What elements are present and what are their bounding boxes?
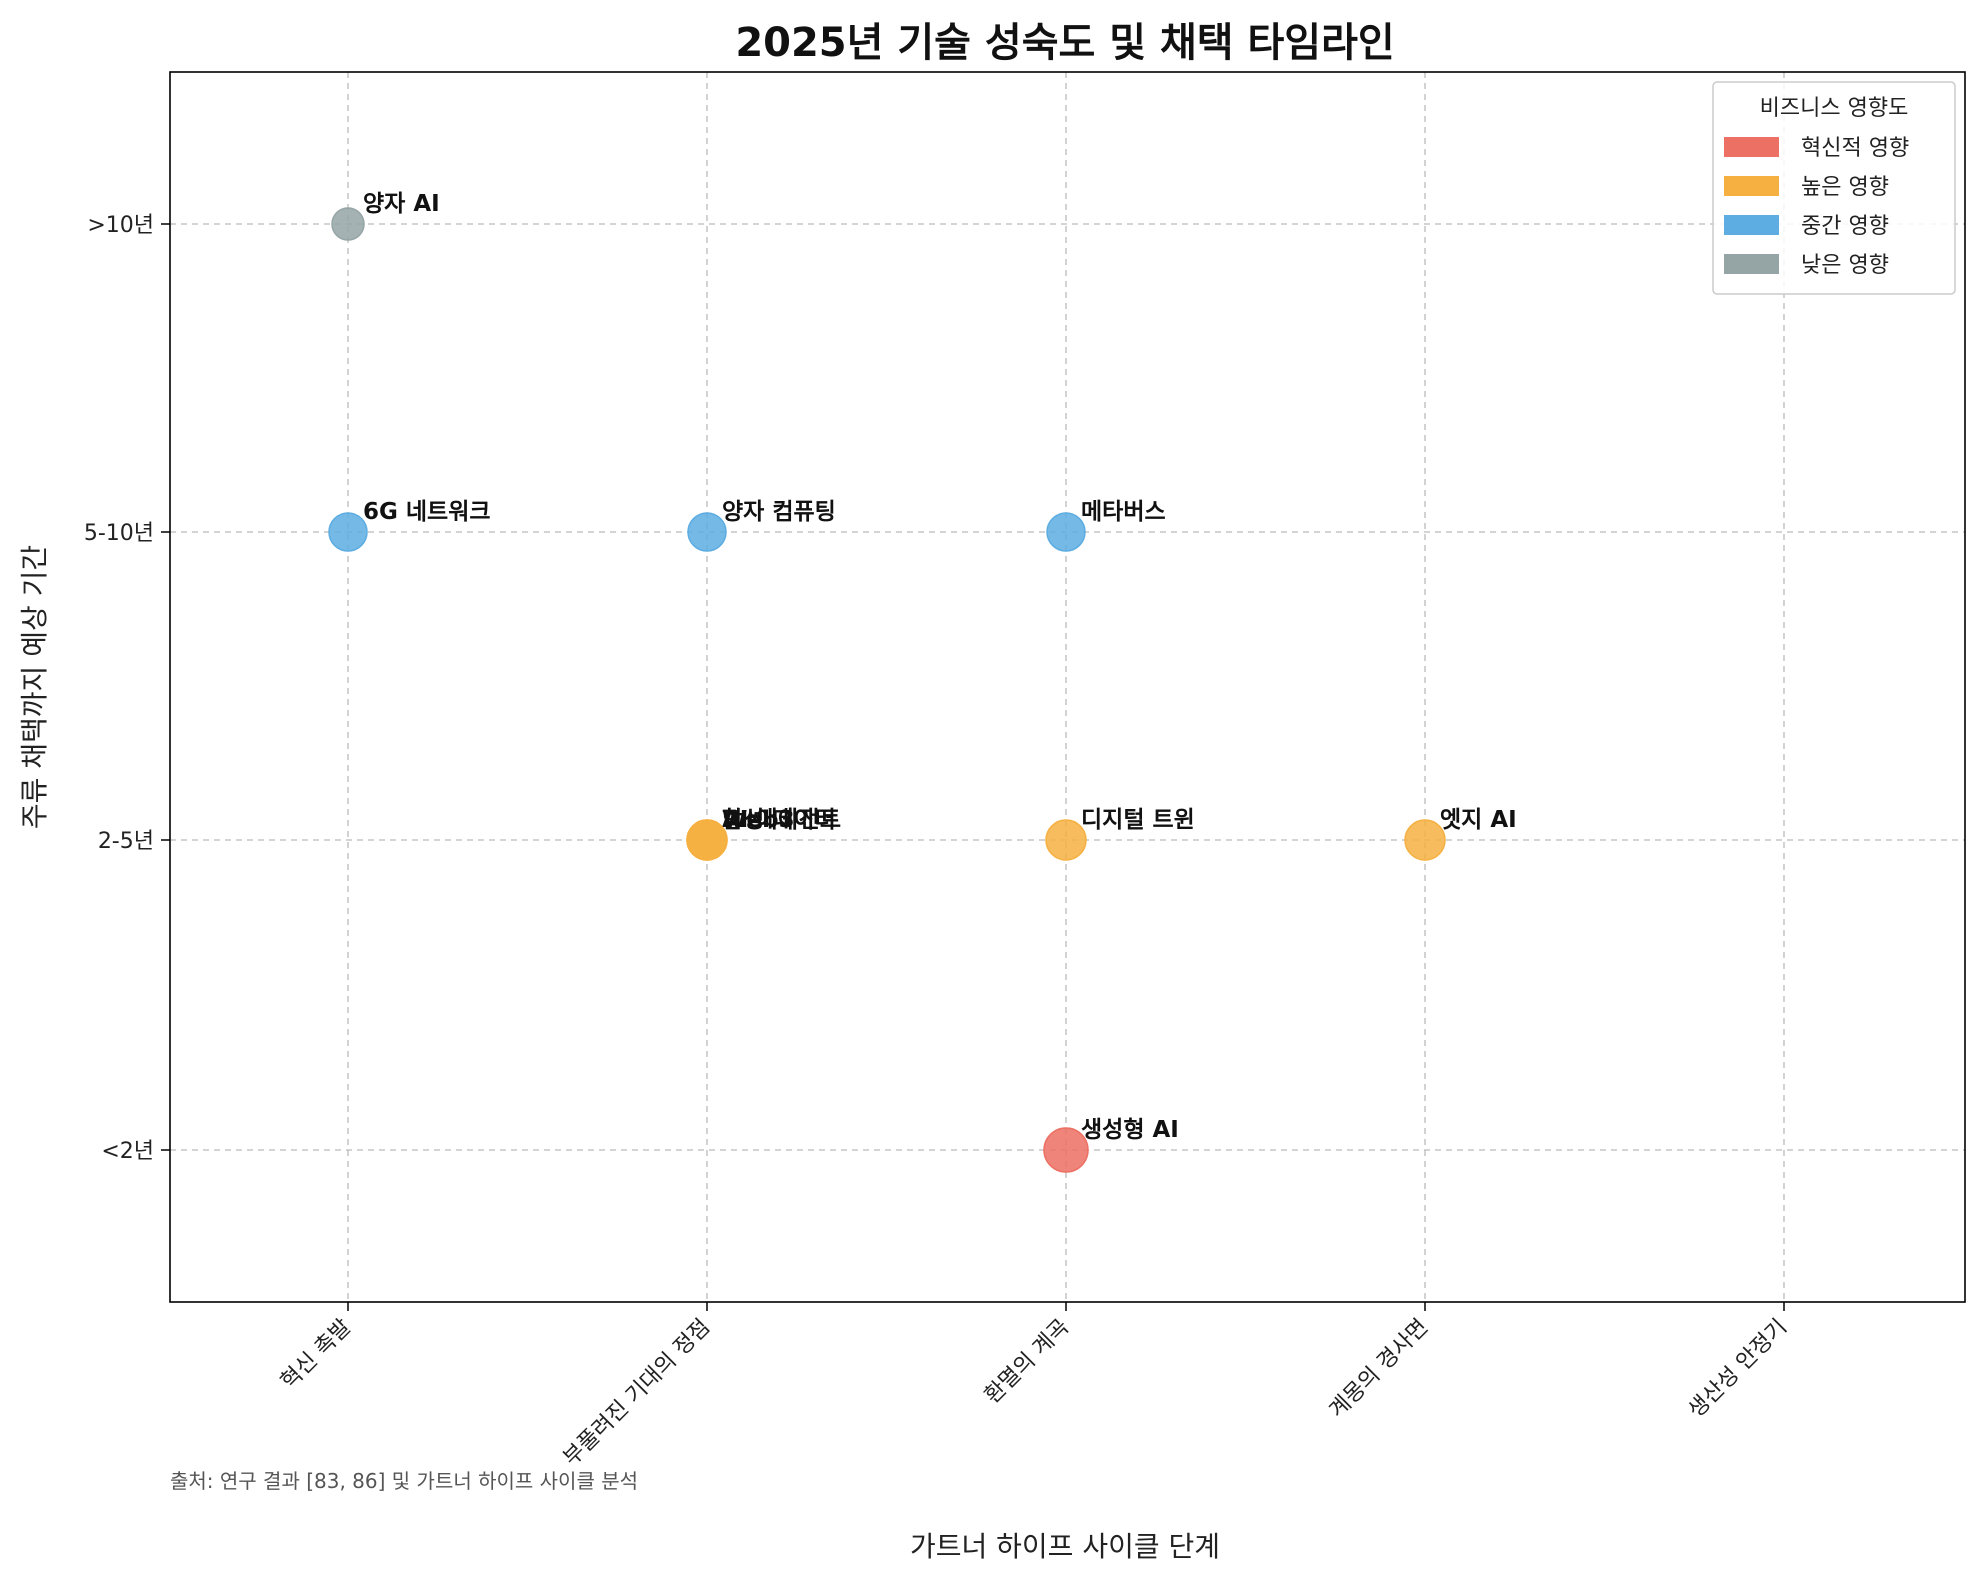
legend-swatch [1724,215,1779,235]
data-point [332,208,364,240]
plot-frame [170,72,1965,1302]
point-label: 엣지 AI [1440,807,1517,833]
point-label: 양자 AI [363,191,440,217]
legend-entry-label: 낮은 영향 [1801,253,1889,278]
chart-title: 2025년 기술 성숙도 및 채택 타임라인 [735,20,1394,66]
grid [170,72,1965,1302]
legend-entry-label: 혁신적 영향 [1801,136,1909,161]
legend-swatch [1724,254,1779,274]
x-axis-label: 가트너 하이프 사이클 단계 [910,1530,1220,1563]
point-label: 디지털 트윈 [1081,807,1195,833]
point-label: 생성형 AI [1081,1117,1179,1143]
y-tick-label: 2-5년 [98,829,154,854]
point-label: 6G 네트워크 [363,499,491,525]
point-label: 합성 데이터 [722,807,836,833]
x-tick-label: 생산성 안정기 [1684,1315,1792,1423]
x-tick-label: 부풀려진 기대의 정점 [559,1315,715,1471]
source-footnote: 출처: 연구 결과 [83, 86] 및 가트너 하이프 사이클 분석 [170,1469,638,1493]
y-tick-label: >10년 [87,213,154,238]
y-tick-label: <2년 [101,1139,154,1164]
x-tick-label: 계몽의 경사면 [1325,1315,1433,1423]
data-point [687,820,727,860]
legend-swatch [1724,176,1779,196]
y-axis-label: 주류 채택까지 예상 기간 [18,545,51,829]
point-label: 양자 컴퓨팅 [722,499,836,525]
legend-swatch [1724,137,1779,157]
data-point [1046,820,1086,860]
y-axis: <2년 2-5년 5-10년 >10년 [84,213,170,1164]
x-tick-label: 환멸의 계곡 [980,1315,1074,1409]
x-tick-label: 혁신 촉발 [276,1315,356,1395]
legend-entry-label: 중간 영향 [1801,214,1889,239]
data-point [688,513,726,551]
legend-title: 비즈니스 영향도 [1760,96,1909,121]
data-point [329,513,367,551]
point-label: 메타버스 [1081,499,1166,525]
x-axis: 혁신 촉발 부풀려진 기대의 정점 환멸의 계곡 계몽의 경사면 생산성 안정기 [276,1302,1792,1471]
y-tick-label: 5-10년 [84,521,154,546]
data-point [1405,820,1445,860]
legend-entry-label: 높은 영향 [1801,175,1889,200]
data-point [1047,513,1085,551]
